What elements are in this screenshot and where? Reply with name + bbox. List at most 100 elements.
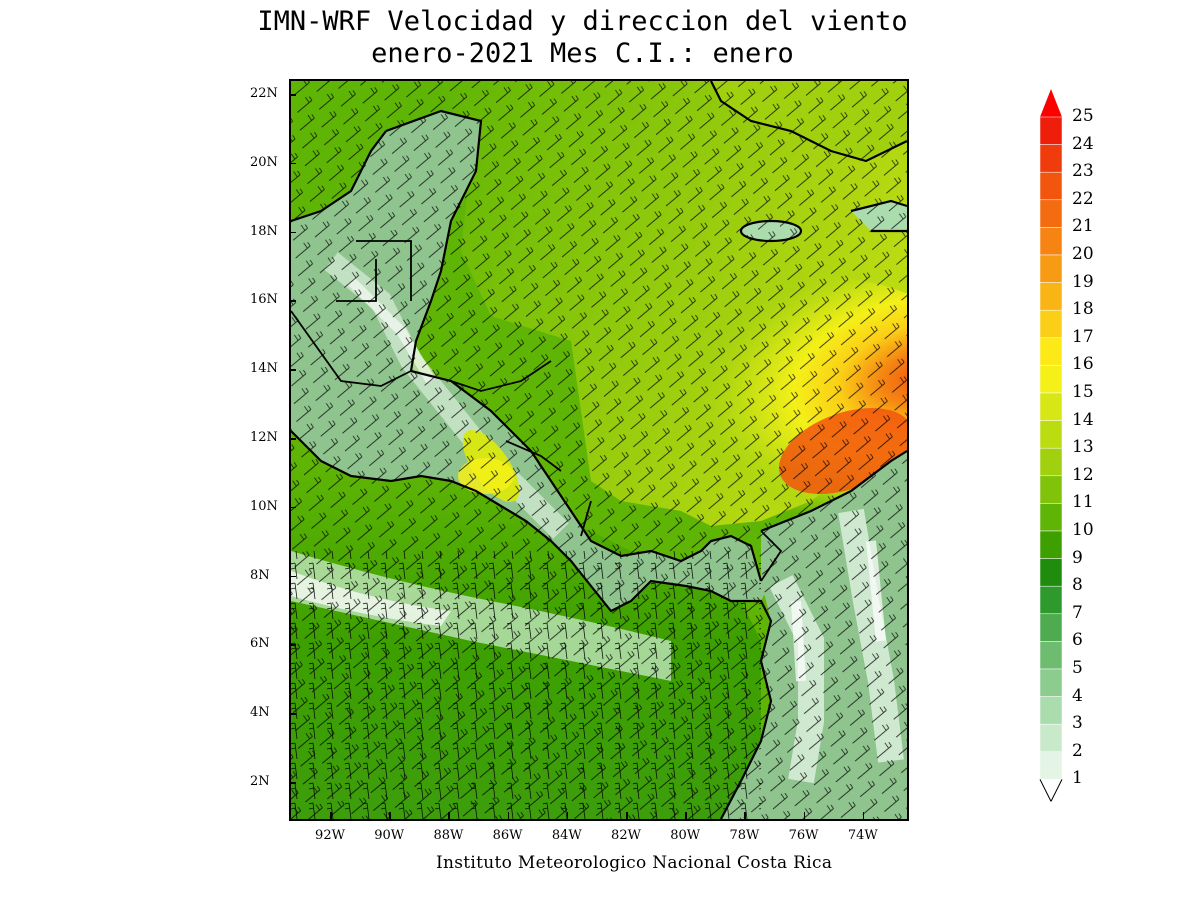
map-title: IMN-WRF Velocidad y direccion del viento [257, 6, 908, 37]
lat-tick [289, 713, 296, 715]
lon-tick [685, 812, 687, 819]
lat-label-2n: 2N [250, 774, 270, 789]
lat-label-20n: 20N [250, 154, 278, 170]
lon-label-74w: 74W [847, 828, 878, 843]
lat-label-8n: 8N [250, 567, 270, 583]
colorbar-level-label: 5 [1072, 658, 1083, 678]
lon-tick [744, 812, 746, 819]
lat-tick [289, 644, 296, 646]
colorbar-min-marker [1039, 779, 1063, 802]
colorbar-level-label: 16 [1072, 354, 1094, 375]
colorbar-level-label: 22 [1072, 188, 1094, 209]
colorbar-segment [1039, 254, 1063, 283]
colorbar-segment [1039, 696, 1063, 725]
colorbar-level-label: 6 [1072, 630, 1083, 651]
lat-tick [289, 369, 296, 371]
lon-tick [803, 812, 806, 819]
colorbar-level-label: 10 [1072, 520, 1094, 540]
lat-tick [289, 575, 296, 578]
colorbar-level-label: 19 [1072, 271, 1094, 292]
lat-label-14n: 14N [250, 361, 278, 377]
lon-label-84w: 84W [551, 828, 582, 843]
credit-text: Instituto Meteorologico Nacional Costa R… [436, 853, 833, 873]
colorbar-level-label: 24 [1072, 133, 1094, 154]
colorbar-segment [1039, 392, 1063, 421]
lon-label-92w: 92W [315, 828, 345, 843]
lat-label-10n: 10N [250, 498, 278, 514]
colorbar-segment [1039, 309, 1063, 339]
lat-label-22n: 22N [250, 86, 278, 101]
lat-tick [289, 438, 296, 440]
colorbar-segment [1039, 503, 1063, 532]
colorbar-level-label: 2 [1072, 740, 1083, 761]
lat-label-16n: 16N [250, 292, 278, 308]
colorbar-level-label: 4 [1072, 685, 1083, 706]
lon-tick [389, 812, 391, 819]
lon-tick [330, 812, 332, 819]
lon-label-82w: 82W [611, 828, 641, 843]
lat-tick [289, 782, 296, 784]
lon-label-86w: 86W [492, 828, 523, 843]
lon-label-76w: 76W [788, 828, 819, 843]
lon-tick [507, 812, 510, 819]
colorbar-level-label: 3 [1072, 713, 1083, 734]
colorbar-segment [1039, 530, 1063, 559]
lon-tick [566, 812, 569, 819]
wind-speed-map [289, 79, 909, 821]
colorbar-segment [1039, 171, 1063, 201]
lon-tick [626, 812, 628, 819]
country-borders [291, 240, 783, 582]
colorbar-level-label: 8 [1072, 575, 1083, 596]
colorbar-level-label: 21 [1072, 216, 1094, 237]
wind-barbs-pacific [291, 551, 761, 819]
colorbar-segment [1039, 585, 1063, 615]
lon-tick [862, 812, 865, 819]
colorbar-segment [1039, 420, 1063, 449]
colorbar-segment [1039, 337, 1063, 366]
colorbar-segment [1039, 558, 1063, 587]
colorbar-level-label: 14 [1072, 409, 1094, 430]
colorbar-segment [1039, 668, 1063, 697]
colorbar-level-label: 7 [1072, 602, 1083, 623]
colorbar-level-label: 13 [1072, 437, 1094, 458]
lat-tick [289, 300, 296, 302]
lat-tick [289, 231, 296, 234]
colorbar-segment [1039, 447, 1063, 477]
lat-label-12n: 12N [250, 430, 278, 445]
colorbar-level-label: 1 [1072, 768, 1083, 789]
lat-tick [289, 162, 296, 165]
map-subtitle: enero-2021 Mes C.I.: enero [371, 38, 794, 69]
colorbar-segment [1039, 227, 1063, 256]
colorbar-segment [1039, 751, 1063, 780]
lon-label-90w: 90W [374, 828, 405, 843]
lat-label-4n: 4N [250, 705, 270, 721]
colorbar-segment [1039, 613, 1063, 642]
colorbar-segment [1039, 365, 1063, 394]
colorbar-level-label: 25 [1072, 106, 1094, 126]
lon-label-78w: 78W [729, 828, 760, 843]
colorbar-level-label: 12 [1072, 464, 1094, 485]
colorbar-level-label: 11 [1072, 492, 1094, 513]
lat-label-6n: 6N [250, 636, 270, 652]
colorbar-segment [1039, 723, 1063, 753]
lat-tick [289, 506, 296, 509]
lon-label-88w: 88W [433, 828, 464, 843]
colorbar [1039, 89, 1063, 802]
lat-tick [289, 94, 296, 96]
colorbar-level-label: 17 [1072, 326, 1094, 347]
colorbar-level-label: 20 [1072, 244, 1094, 264]
colorbar-segment [1039, 282, 1063, 311]
colorbar-segment [1039, 116, 1063, 145]
colorbar-level-label: 18 [1072, 299, 1094, 320]
map-canvas [291, 81, 907, 819]
lon-tick [448, 812, 450, 819]
colorbar-segment [1039, 641, 1063, 670]
colorbar-level-label: 23 [1072, 161, 1094, 182]
lat-label-18n: 18N [250, 223, 278, 239]
colorbar-segment [1039, 199, 1063, 228]
colorbar-max-arrow [1040, 89, 1062, 117]
colorbar-segment [1039, 475, 1063, 504]
colorbar-segment [1039, 144, 1063, 173]
lon-label-80w: 80W [670, 828, 701, 843]
colorbar-level-label: 9 [1072, 547, 1083, 568]
